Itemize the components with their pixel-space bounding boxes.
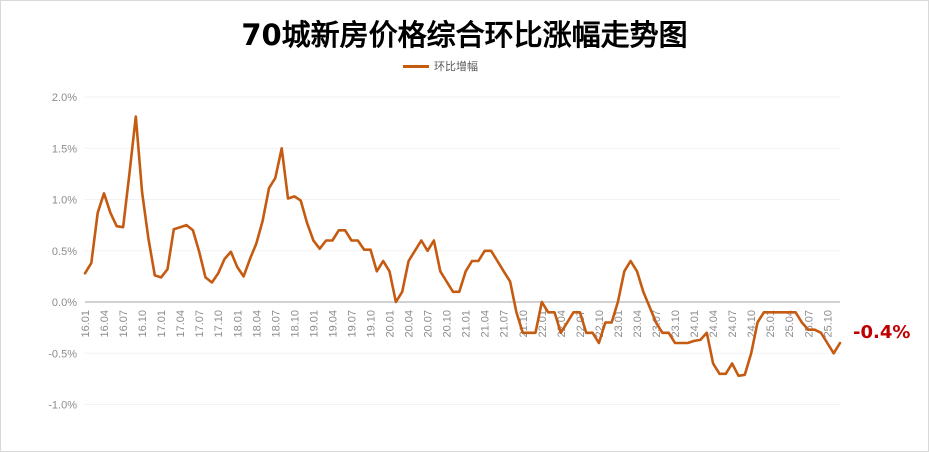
x-tick-label: 22.07 [575, 310, 587, 338]
x-tick-label: 17.10 [213, 310, 225, 338]
last-value-annotation: -0.4% [853, 322, 911, 343]
series-line-环比增幅 [83, 115, 842, 378]
x-tick-label: 20.10 [442, 310, 454, 338]
x-tick-label: 24.07 [727, 310, 739, 338]
x-tick-label: 19.07 [346, 310, 358, 338]
y-tick-label: 0.0% [52, 297, 77, 309]
x-tick-label: 19.01 [308, 310, 320, 338]
x-tick-label: 21.07 [499, 310, 511, 338]
x-tick-label: 18.07 [270, 310, 282, 338]
x-tick-label: 18.10 [289, 310, 301, 338]
y-tick-label: 0.5% [52, 246, 77, 258]
x-tick-label: 18.04 [251, 310, 263, 338]
x-tick-label: 25.01 [765, 310, 777, 338]
x-tick-label: 17.01 [156, 310, 168, 338]
x-tick-label: 23.04 [632, 310, 644, 338]
x-tick-label: 21.01 [461, 310, 473, 338]
x-tick-label: 25.04 [784, 310, 796, 338]
x-tick-label: 24.04 [708, 310, 720, 338]
legend-swatch [403, 64, 429, 68]
x-tick-label: 25.10 [822, 310, 834, 338]
x-tick-label: 20.07 [423, 310, 435, 338]
y-tick-label: 1.5% [52, 143, 77, 155]
x-tick-label: 19.10 [366, 310, 378, 338]
x-tick-label: 16.04 [99, 310, 111, 338]
x-tick-label: 16.10 [137, 310, 149, 338]
x-tick-label: 20.04 [404, 310, 416, 338]
y-tick-label: 2.0% [52, 92, 77, 104]
x-tick-label: 16.01 [80, 310, 92, 338]
chart-title: 70城新房价格综合环比涨幅走势图 [241, 18, 688, 52]
legend-label: 环比增幅 [434, 60, 478, 73]
x-tick-label: 19.04 [327, 310, 339, 338]
y-tick-label: -0.5% [48, 348, 77, 360]
x-tick-label: 23.10 [670, 310, 682, 338]
x-tick-label: 23.01 [613, 310, 625, 338]
x-tick-label: 20.01 [385, 310, 397, 338]
x-tick-label: 18.01 [232, 310, 244, 338]
legend: 环比增幅 [403, 58, 478, 74]
x-tick-label: 25.07 [803, 310, 815, 338]
y-tick-label: -1.0% [48, 400, 77, 412]
x-tick-label: 16.07 [118, 310, 130, 338]
y-tick-label: 1.0% [52, 195, 77, 207]
x-tick-label: 17.07 [194, 310, 206, 338]
x-tick-label: 24.01 [689, 310, 701, 338]
x-tick-label: 17.04 [175, 310, 187, 338]
x-tick-label: 21.04 [480, 310, 492, 338]
